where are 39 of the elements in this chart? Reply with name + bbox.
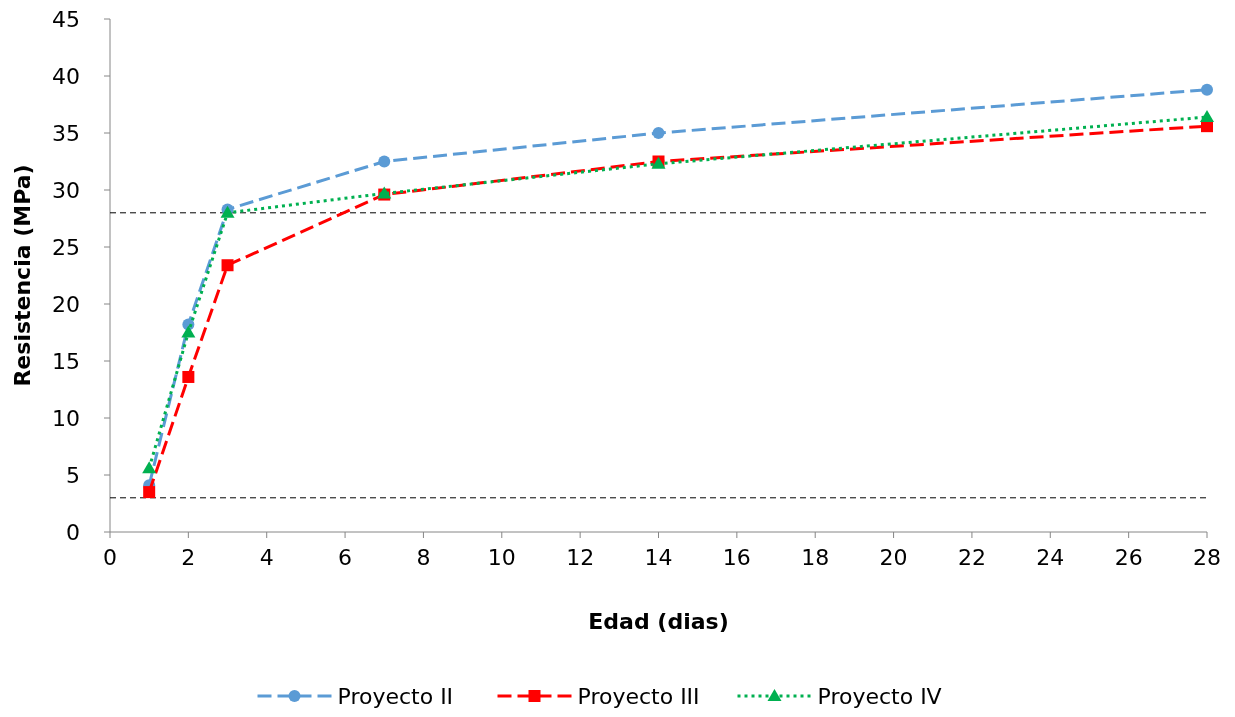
x-tick-label: 16 [722, 545, 751, 570]
point [182, 370, 195, 383]
x-tick-label: 14 [644, 545, 673, 570]
point [143, 486, 156, 499]
x-tick-label: 20 [879, 545, 908, 570]
point [652, 127, 665, 139]
x-axis-title: Edad (dias) [588, 609, 729, 634]
x-tick-label: 4 [259, 545, 274, 570]
y-tick-label: 30 [52, 178, 80, 203]
legend-label: Proyecto II [337, 684, 454, 709]
x-tick-label: 10 [487, 545, 516, 570]
y-tick-label: 10 [52, 406, 80, 431]
x-tick-label: 8 [416, 545, 431, 570]
y-tick-label: 40 [52, 64, 80, 89]
point [1200, 110, 1214, 123]
point [221, 259, 234, 272]
x-tick-label: 0 [103, 545, 117, 570]
point [378, 155, 391, 168]
y-tick-label: 20 [52, 292, 80, 317]
point [181, 325, 196, 338]
x-tick-label: 28 [1193, 545, 1221, 570]
y-axis-title: Resistencia (MPa) [10, 164, 35, 387]
x-tick-label: 6 [338, 545, 353, 570]
x-tick-label: 12 [566, 545, 595, 570]
y-tick-label: 0 [66, 520, 80, 545]
x-tick-label: 2 [181, 545, 196, 570]
y-tick-label: 25 [52, 235, 80, 260]
legend-label: Proyecto III [577, 684, 700, 709]
x-tick-label: 18 [801, 545, 830, 570]
y-tick-label: 5 [66, 463, 80, 488]
x-tick-label: 24 [1036, 545, 1065, 570]
legend-label: Proyecto IV [817, 684, 942, 709]
y-tick-label: 45 [52, 7, 80, 32]
y-tick-label: 35 [52, 121, 80, 146]
x-tick-label: 26 [1114, 545, 1143, 570]
x-tick-label: 22 [957, 545, 986, 570]
y-tick-label: 15 [52, 349, 80, 374]
point [1201, 83, 1213, 96]
point [142, 461, 157, 474]
